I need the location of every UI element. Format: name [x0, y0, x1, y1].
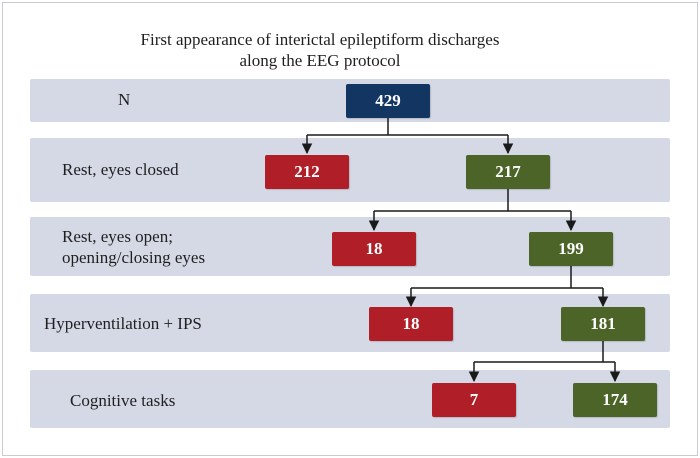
row-label-rest-eyes-closed: Rest, eyes closed [62, 160, 179, 179]
figure-title: First appearance of interictal epileptif… [0, 29, 640, 71]
connector-181 [474, 341, 615, 363]
box-rest-eyes-open-green: 199 [529, 232, 613, 266]
connector-429 [307, 118, 508, 136]
title-line-2: along the EEG protocol [239, 51, 401, 70]
box-total-429: 429 [346, 84, 430, 118]
row-label-rest-eyes-open: Rest, eyes open; opening/closing eyes [62, 226, 205, 268]
box-hyperventilation-red: 18 [369, 307, 453, 341]
row-label-line-2: opening/closing eyes [62, 248, 206, 267]
box-rest-eyes-closed-green: 217 [466, 155, 550, 189]
row-band-cognitive-tasks [30, 370, 670, 428]
row-band-rest-eyes-closed [30, 138, 670, 202]
row-label-n: N [118, 90, 131, 109]
box-cognitive-tasks-green: 174 [573, 383, 657, 417]
box-rest-eyes-open-red: 18 [332, 232, 416, 266]
row-label-hyperventilation: Hyperventilation + IPS [44, 314, 202, 333]
connector-199 [411, 266, 603, 289]
connector-217 [374, 189, 571, 212]
row-label-cognitive-tasks: Cognitive tasks [70, 391, 176, 410]
title-line-1: First appearance of interictal epileptif… [140, 30, 500, 49]
box-hyperventilation-green: 181 [561, 307, 645, 341]
box-cognitive-tasks-red: 7 [432, 383, 516, 417]
row-label-line-1: Rest, eyes open; [62, 227, 173, 246]
box-rest-eyes-closed-red: 212 [265, 155, 349, 189]
